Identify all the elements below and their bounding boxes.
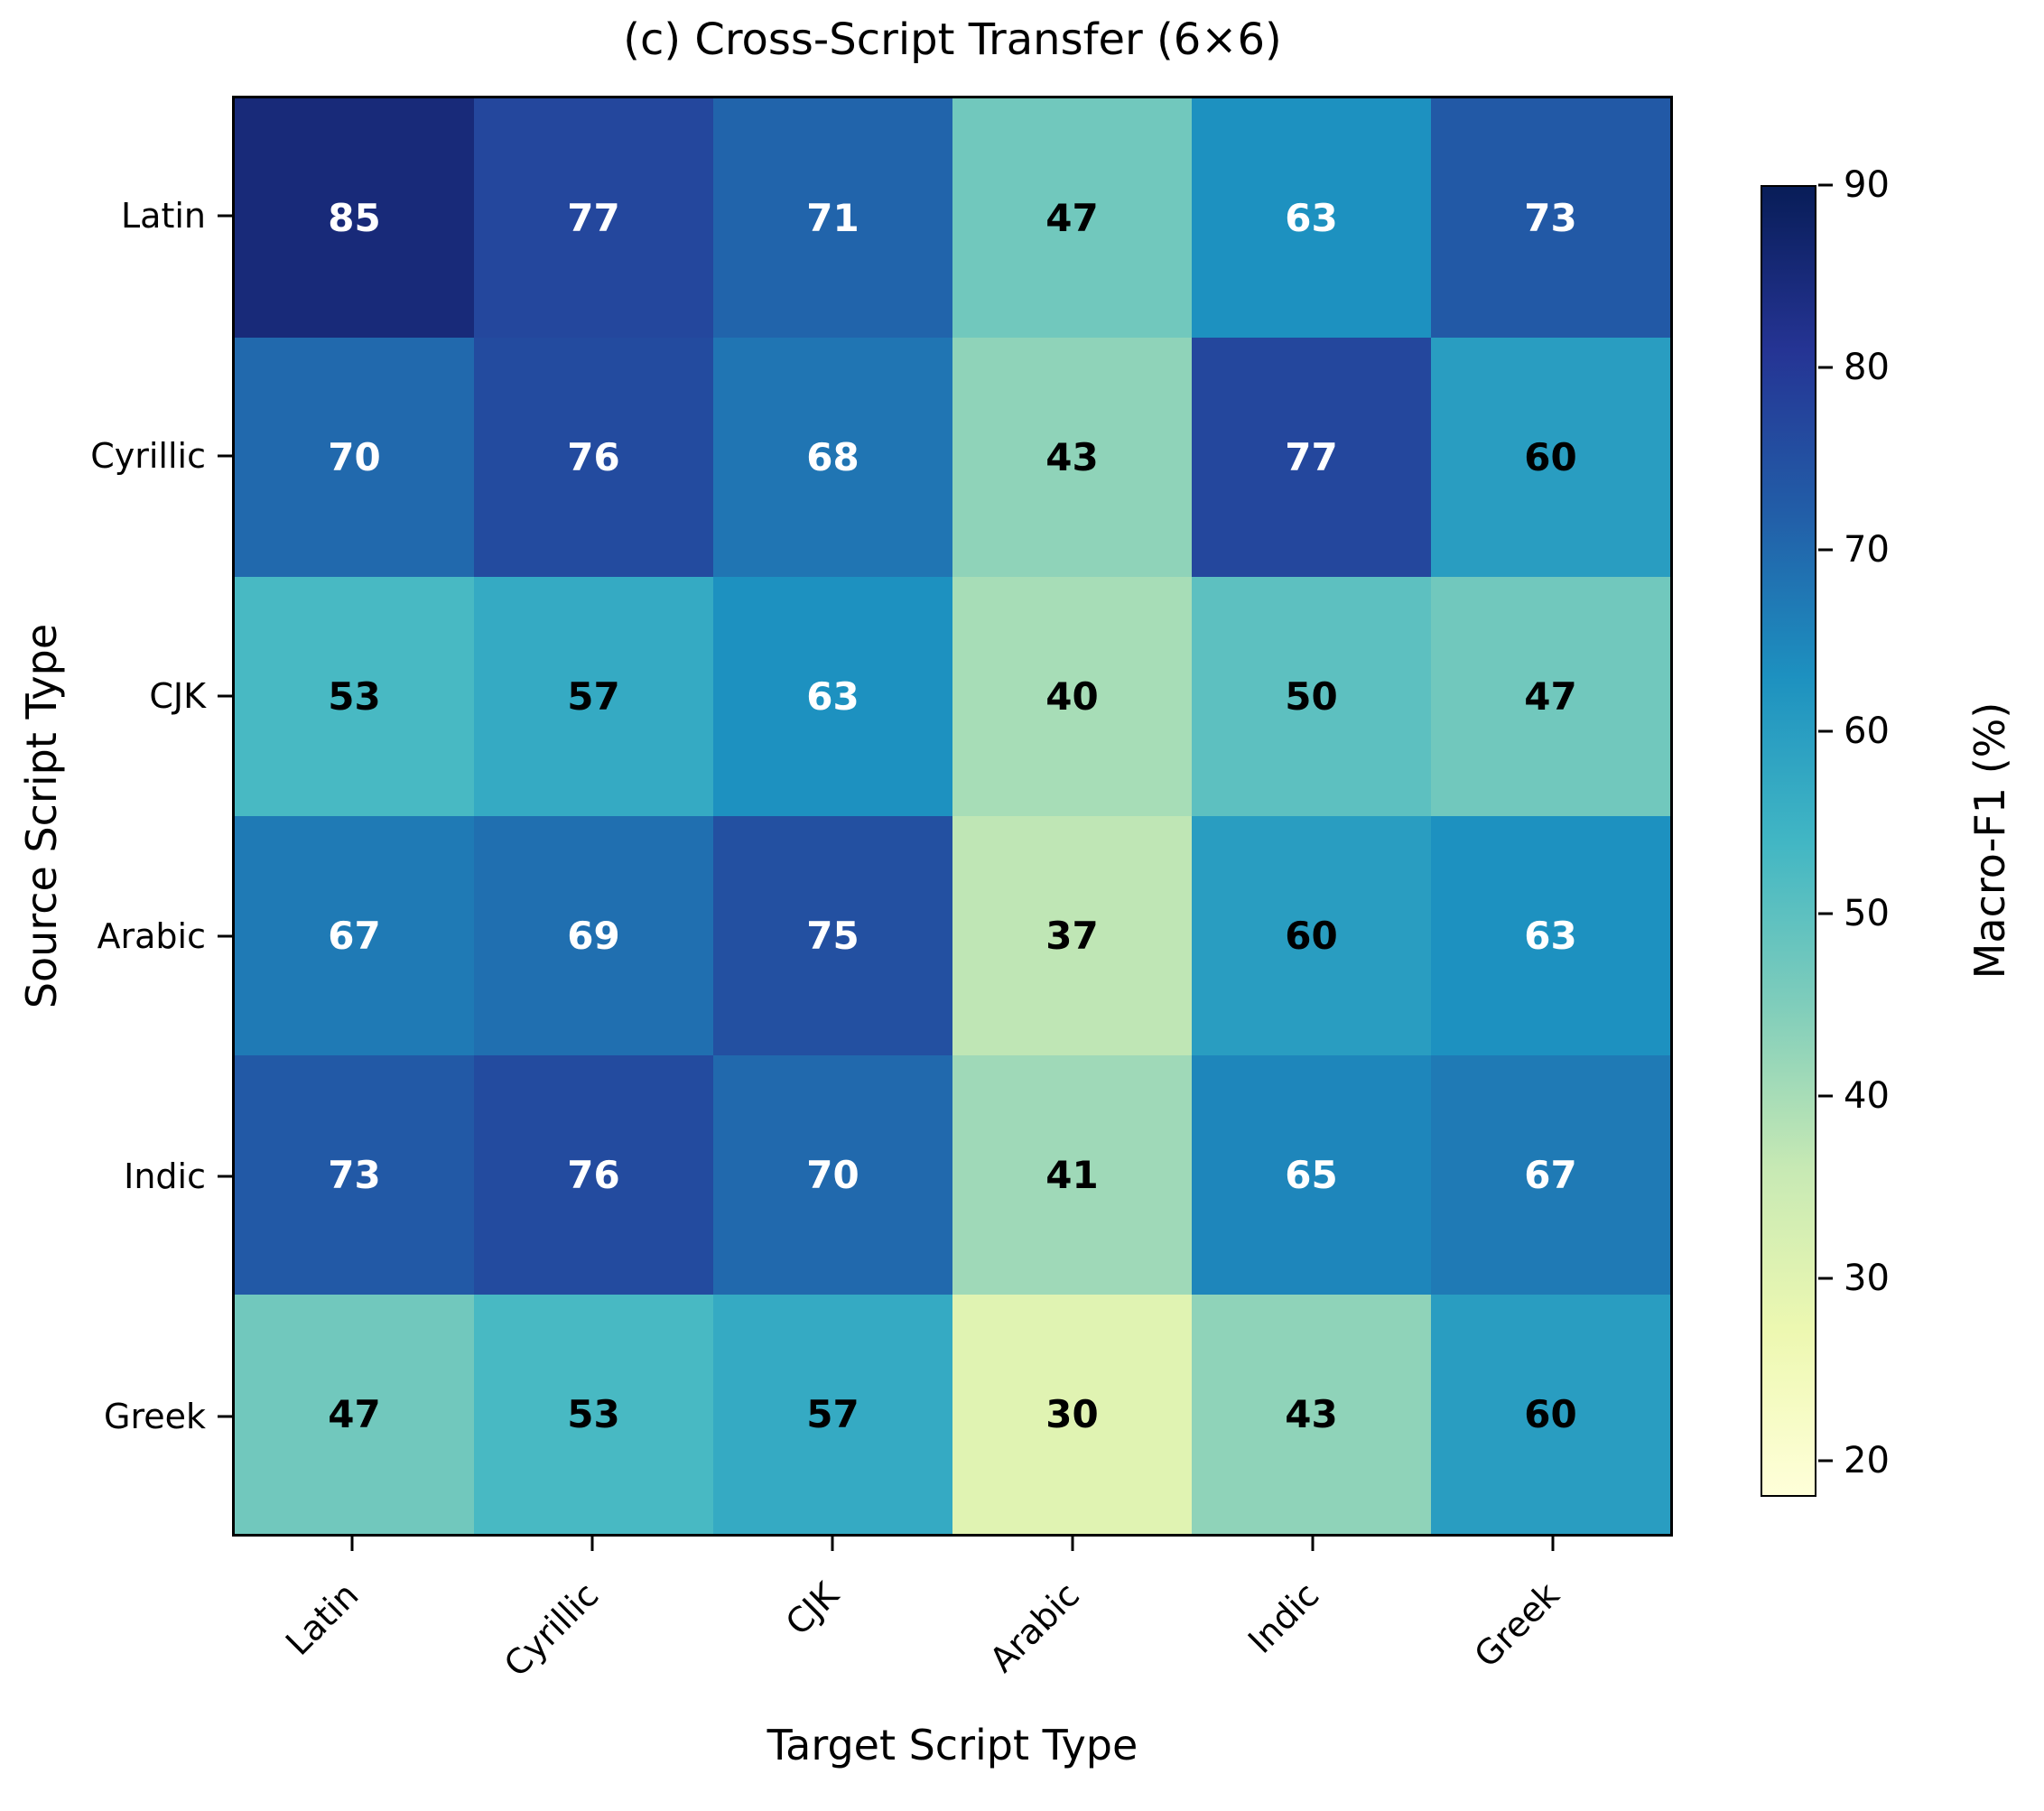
y-tick-label: Indic xyxy=(124,1156,206,1196)
colorbar-tick-label: 30 xyxy=(1844,1257,1890,1299)
heatmap-cell: 47 xyxy=(1431,577,1670,816)
heatmap-cell: 76 xyxy=(474,338,713,577)
y-tick-marks xyxy=(218,96,232,1537)
heatmap-cell: 37 xyxy=(952,816,1192,1055)
x-tick-label: Greek xyxy=(1466,1574,1567,1676)
colorbar-tick-mark xyxy=(1818,1277,1833,1280)
heatmap-cell: 73 xyxy=(1431,98,1670,338)
x-tick-mark xyxy=(1311,1537,1315,1551)
heatmap-cell: 69 xyxy=(474,816,713,1055)
heatmap-cell: 43 xyxy=(1192,1295,1431,1534)
heatmap-cell: 53 xyxy=(474,1295,713,1534)
heatmap-cell: 63 xyxy=(1192,98,1431,338)
y-tick-label: Arabic xyxy=(97,916,206,956)
heatmap-cell: 75 xyxy=(713,816,952,1055)
y-tick-labels: Latin Cyrillic CJK Arabic Indic Greek xyxy=(0,96,206,1537)
x-tick-mark xyxy=(1551,1537,1555,1551)
colorbar-tick-mark xyxy=(1818,183,1833,187)
x-tick-mark xyxy=(1071,1537,1074,1551)
colorbar-tick-mark xyxy=(1818,729,1833,733)
heatmap-cell: 53 xyxy=(235,577,474,816)
heatmap-cell: 71 xyxy=(713,98,952,338)
y-tick-label: Latin xyxy=(121,195,206,236)
x-tick-label: Arabic xyxy=(981,1574,1087,1680)
heatmap-cell: 77 xyxy=(474,98,713,338)
heatmap-cell: 67 xyxy=(235,816,474,1055)
heatmap-cell: 68 xyxy=(713,338,952,577)
colorbar-tick-mark xyxy=(1818,548,1833,552)
heatmap-grid: 85 77 71 47 63 73 70 76 68 43 77 60 53 57 63 40 50 47 67 69… xyxy=(235,98,1670,1534)
heatmap-cell: 77 xyxy=(1192,338,1431,577)
heatmap-cell: 65 xyxy=(1192,1055,1431,1295)
heatmap-cell: 57 xyxy=(713,1295,952,1534)
y-tick-label: Greek xyxy=(104,1397,206,1436)
colorbar-tick-label: 90 xyxy=(1844,164,1890,206)
heatmap-cell: 47 xyxy=(952,98,1192,338)
y-tick-mark xyxy=(218,214,232,218)
heatmap-cell: 47 xyxy=(235,1295,474,1534)
x-tick-mark xyxy=(350,1537,354,1551)
colorbar-tick-label: 80 xyxy=(1844,346,1890,388)
heatmap-cell: 85 xyxy=(235,98,474,338)
heatmap-cell: 60 xyxy=(1431,338,1670,577)
colorbar-tick-mark xyxy=(1818,1459,1833,1463)
heatmap-cell: 70 xyxy=(235,338,474,577)
x-tick-label: Latin xyxy=(277,1574,367,1664)
heatmap-cell: 41 xyxy=(952,1055,1192,1295)
heatmap-cell: 63 xyxy=(1431,816,1670,1055)
heatmap-plot: 85 77 71 47 63 73 70 76 68 43 77 60 53 57 63 40 50 47 67 69… xyxy=(232,96,1673,1537)
colorbar-tick-label: 60 xyxy=(1844,710,1890,753)
y-tick-label: CJK xyxy=(149,676,206,716)
colorbar-tick-label: 50 xyxy=(1844,893,1890,935)
heatmap-cell: 40 xyxy=(952,577,1192,816)
y-tick-mark xyxy=(218,1175,232,1178)
x-axis-label: Target Script Type xyxy=(766,1721,1138,1769)
heatmap-cell: 67 xyxy=(1431,1055,1670,1295)
heatmap-cell: 60 xyxy=(1192,816,1431,1055)
colorbar-tick-label: 70 xyxy=(1844,528,1890,571)
heatmap-cell: 76 xyxy=(474,1055,713,1295)
x-tick-marks xyxy=(232,1537,1673,1551)
x-tick-label: Cyrillic xyxy=(497,1574,607,1685)
colorbar xyxy=(1761,185,1816,1497)
heatmap-cell: 70 xyxy=(713,1055,952,1295)
heatmap-cell: 30 xyxy=(952,1295,1192,1534)
heatmap-cell: 73 xyxy=(235,1055,474,1295)
y-tick-mark xyxy=(218,454,232,458)
heatmap-cell: 57 xyxy=(474,577,713,816)
heatmap-cell: 50 xyxy=(1192,577,1431,816)
x-tick-mark xyxy=(590,1537,594,1551)
x-tick-mark xyxy=(831,1537,834,1551)
colorbar-label: Macro-F1 (%) xyxy=(1965,701,2014,980)
heatmap-cell: 43 xyxy=(952,338,1192,577)
x-tick-label: CJK xyxy=(778,1574,847,1643)
y-tick-mark xyxy=(218,1415,232,1418)
chart-title: (c) Cross-Script Transfer (6×6) xyxy=(623,14,1282,65)
x-tick-label: Indic xyxy=(1240,1574,1327,1661)
colorbar-tick-mark xyxy=(1818,1094,1833,1098)
colorbar-tick-label: 20 xyxy=(1844,1439,1890,1481)
y-tick-label: Cyrillic xyxy=(90,436,206,476)
colorbar-tick-label: 40 xyxy=(1844,1075,1890,1118)
y-tick-mark xyxy=(218,694,232,698)
heatmap-cell: 60 xyxy=(1431,1295,1670,1534)
heatmap-cell: 63 xyxy=(713,577,952,816)
colorbar-tick-mark xyxy=(1818,912,1833,915)
colorbar-tick-mark xyxy=(1818,366,1833,369)
y-tick-mark xyxy=(218,934,232,938)
